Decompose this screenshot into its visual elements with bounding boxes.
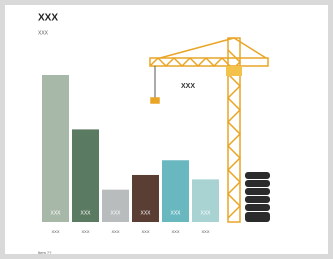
- bar: [72, 129, 99, 222]
- x-tick-label: XXX: [51, 229, 59, 234]
- bar-label: XXX: [200, 210, 211, 216]
- chart: XXX XXX XXX Item ?? XXX XXX XXX XXX XXX XXX XX…: [0, 0, 333, 259]
- crane-label: XXX: [181, 83, 195, 90]
- chart-title: XXX: [38, 13, 58, 24]
- note: Item ??: [38, 250, 52, 255]
- x-tick-label: XXX: [141, 229, 149, 234]
- chart-subtitle: XXX: [38, 30, 49, 36]
- x-tick-label: XXX: [81, 229, 89, 234]
- x-tick-label: XXX: [201, 229, 209, 234]
- bar-label: XXX: [80, 210, 91, 216]
- bar: [42, 75, 69, 222]
- bar-label: XXX: [140, 210, 151, 216]
- bar: [102, 190, 129, 222]
- bar-label: XXX: [50, 210, 61, 216]
- bar-label: XXX: [170, 210, 181, 216]
- x-tick-label: XXX: [171, 229, 179, 234]
- bar-label: XXX: [110, 210, 121, 216]
- x-tick-label: XXX: [111, 229, 119, 234]
